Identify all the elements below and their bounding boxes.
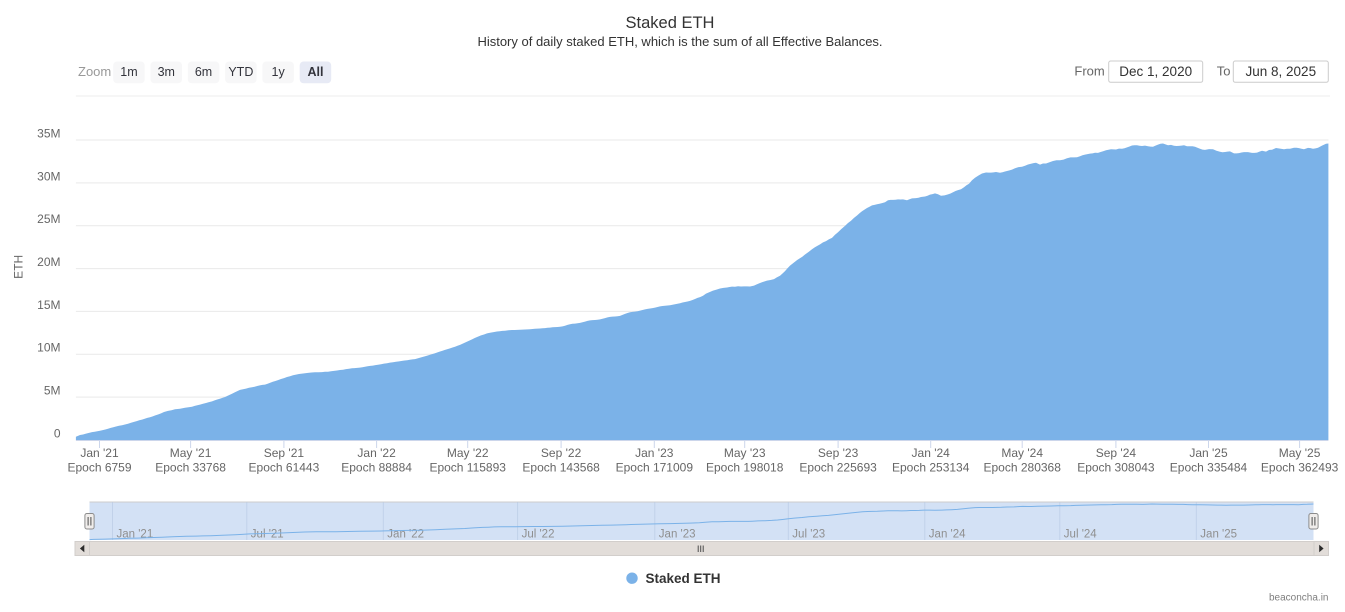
svg-text:Sep '22: Sep '22: [541, 446, 582, 460]
svg-text:Jan '22: Jan '22: [357, 446, 396, 460]
svg-text:Sep '21: Sep '21: [264, 446, 305, 460]
svg-text:Epoch 115893: Epoch 115893: [429, 461, 506, 475]
svg-text:Jan '22: Jan '22: [387, 529, 424, 541]
svg-text:35M: 35M: [37, 126, 60, 140]
svg-text:May '22: May '22: [447, 446, 489, 460]
svg-text:Jan '23: Jan '23: [659, 529, 696, 541]
svg-text:Epoch 280368: Epoch 280368: [983, 461, 1061, 475]
svg-text:Staked ETH: Staked ETH: [646, 571, 721, 586]
svg-text:6m: 6m: [195, 65, 212, 79]
svg-text:1m: 1m: [120, 65, 137, 79]
svg-text:Epoch 362493: Epoch 362493: [1261, 461, 1339, 475]
svg-text:Jan '24: Jan '24: [929, 529, 966, 541]
svg-text:30M: 30M: [37, 169, 60, 183]
svg-text:Jul '22: Jul '22: [522, 529, 555, 541]
svg-text:20M: 20M: [37, 255, 60, 269]
svg-text:Epoch 253134: Epoch 253134: [892, 461, 970, 475]
svg-text:History of daily staked ETH, w: History of daily staked ETH, which is th…: [477, 34, 882, 49]
svg-text:To: To: [1217, 64, 1231, 79]
svg-text:All: All: [307, 65, 323, 79]
svg-text:ETH: ETH: [12, 255, 26, 279]
svg-text:Epoch 6759: Epoch 6759: [67, 461, 131, 475]
svg-text:5M: 5M: [44, 384, 61, 398]
svg-text:beaconcha.in: beaconcha.in: [1269, 593, 1329, 604]
svg-text:Jan '25: Jan '25: [1200, 529, 1237, 541]
svg-text:Epoch 33768: Epoch 33768: [155, 461, 226, 475]
svg-text:Sep '24: Sep '24: [1096, 446, 1137, 460]
svg-text:Jan '24: Jan '24: [912, 446, 951, 460]
svg-text:Epoch 61443: Epoch 61443: [249, 461, 320, 475]
svg-text:From: From: [1074, 64, 1104, 79]
svg-text:May '24: May '24: [1001, 446, 1043, 460]
svg-text:0: 0: [54, 426, 61, 440]
svg-text:Jan '21: Jan '21: [80, 446, 119, 460]
svg-text:Jul '23: Jul '23: [792, 529, 825, 541]
svg-text:May '21: May '21: [170, 446, 212, 460]
svg-text:Dec 1, 2020: Dec 1, 2020: [1119, 64, 1192, 79]
svg-text:Sep '23: Sep '23: [818, 446, 859, 460]
svg-text:May '23: May '23: [724, 446, 766, 460]
svg-text:Jul '21: Jul '21: [251, 529, 284, 541]
svg-text:Epoch 171009: Epoch 171009: [616, 461, 694, 475]
svg-text:Epoch 335484: Epoch 335484: [1170, 461, 1248, 475]
svg-text:Jun 8, 2025: Jun 8, 2025: [1246, 64, 1317, 79]
svg-text:3m: 3m: [158, 65, 175, 79]
svg-text:Epoch 198018: Epoch 198018: [706, 461, 784, 475]
svg-text:Jan '23: Jan '23: [635, 446, 674, 460]
svg-text:Staked ETH: Staked ETH: [626, 14, 715, 32]
svg-text:15M: 15M: [37, 298, 60, 312]
svg-text:Zoom: Zoom: [78, 64, 111, 79]
svg-text:Jan '25: Jan '25: [1189, 446, 1228, 460]
svg-text:Epoch 88884: Epoch 88884: [341, 461, 412, 475]
svg-text:Jul '24: Jul '24: [1064, 529, 1097, 541]
svg-text:25M: 25M: [37, 212, 60, 226]
svg-text:Epoch 143568: Epoch 143568: [522, 461, 600, 475]
svg-text:10M: 10M: [37, 341, 60, 355]
svg-text:Epoch 225693: Epoch 225693: [799, 461, 877, 475]
svg-text:Epoch 308043: Epoch 308043: [1077, 461, 1155, 475]
svg-text:YTD: YTD: [228, 65, 253, 79]
svg-text:1y: 1y: [272, 65, 286, 79]
svg-text:May '25: May '25: [1279, 446, 1321, 460]
